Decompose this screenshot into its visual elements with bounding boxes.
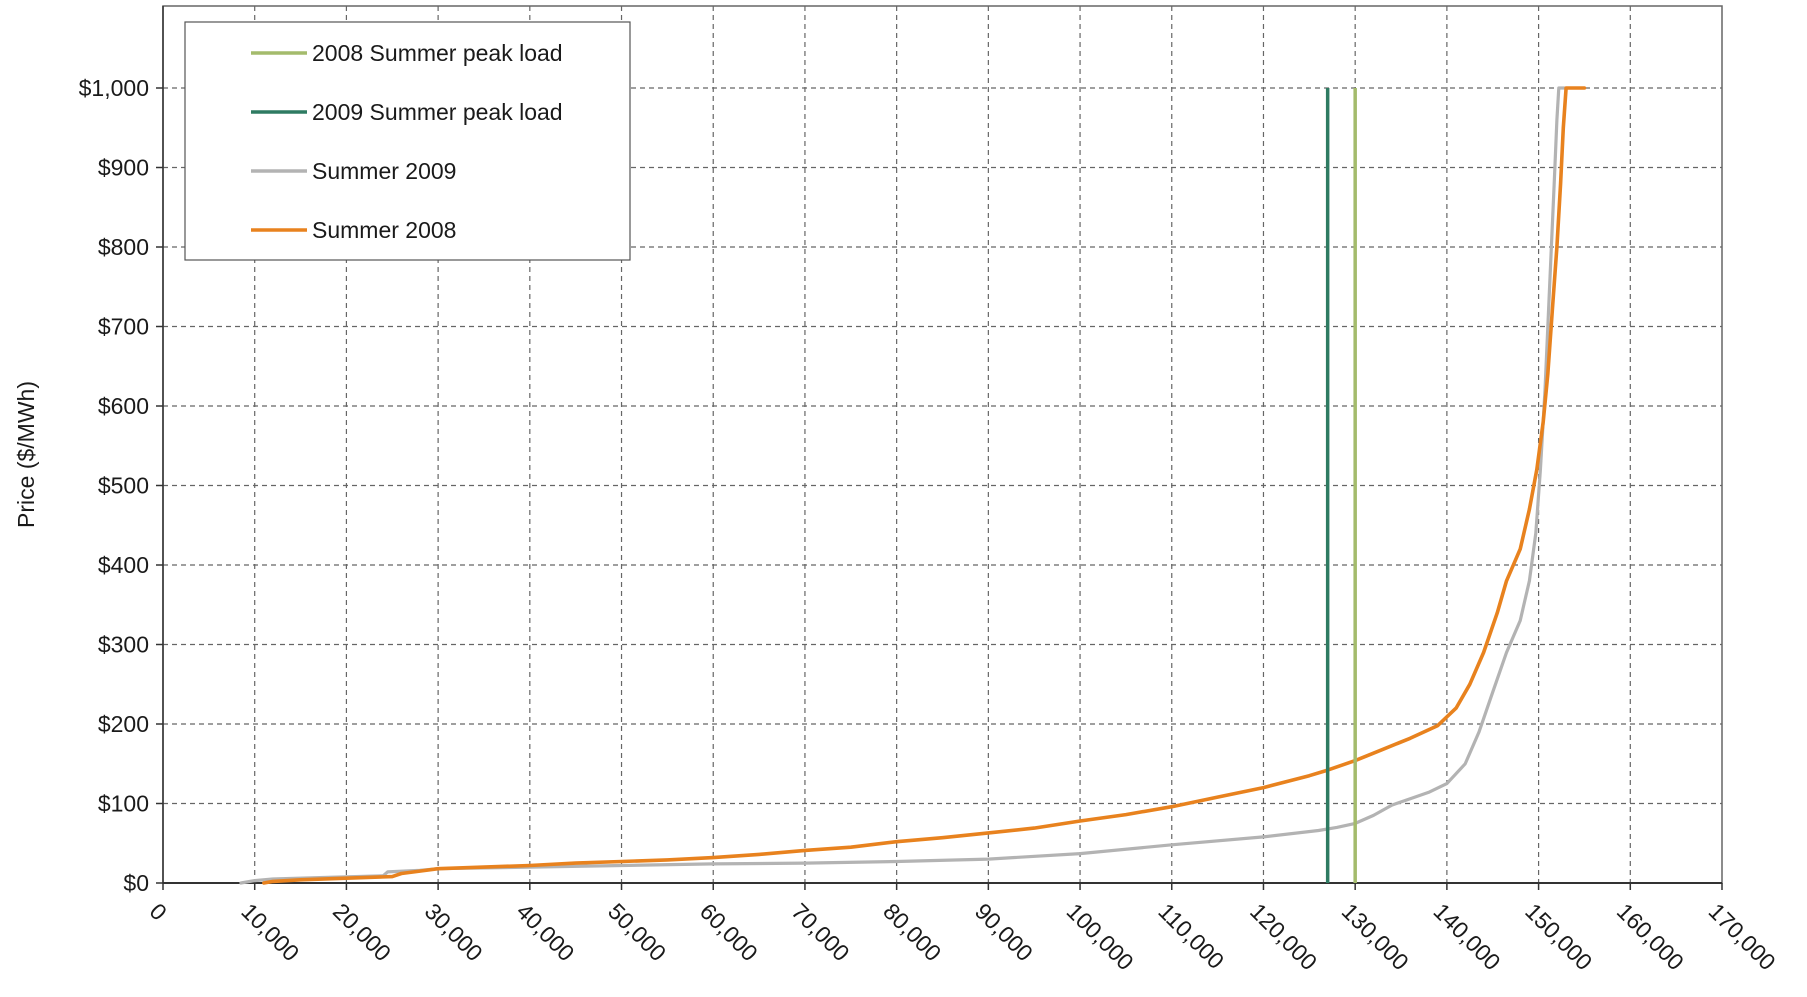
legend-label: Summer 2009 xyxy=(312,158,456,184)
y-tick-label: $400 xyxy=(98,552,149,578)
x-tick-label: 50,000 xyxy=(603,898,671,966)
x-tick-label: 120,000 xyxy=(1245,898,1322,975)
y-tick-label: $500 xyxy=(98,473,149,499)
y-tick-labels: $0 $100 $200 $300 $400 $500 $600 $700 $800 $900 $1… xyxy=(79,75,149,896)
x-tick-label: 20,000 xyxy=(328,898,396,966)
y-tick-label: $800 xyxy=(98,234,149,260)
x-tick-label: 0 xyxy=(145,898,172,925)
legend-label: Summer 2008 xyxy=(312,217,456,243)
x-tick-label: 10,000 xyxy=(236,898,304,966)
y-tick-label: $1,000 xyxy=(79,75,149,101)
y-tick-label: $600 xyxy=(98,393,149,419)
legend-box xyxy=(184,21,631,261)
x-tick-label: 30,000 xyxy=(420,898,488,966)
x-tick-label: 100,000 xyxy=(1062,898,1139,975)
x-tick-label: 80,000 xyxy=(878,898,946,966)
y-tick-label: $900 xyxy=(98,155,149,181)
x-tick-label: 40,000 xyxy=(511,898,579,966)
y-axis-label: Price ($/MWh) xyxy=(13,381,39,528)
x-tick-label: 170,000 xyxy=(1704,898,1781,975)
x-tick-labels: 0 10,000 20,000 30,000 40,000 50,000 60,000 70,… xyxy=(145,898,1781,975)
x-tick-label: 160,000 xyxy=(1612,898,1689,975)
x-tick-label: 60,000 xyxy=(695,898,763,966)
legend-items: 2008 Summer peak load 2009 Summer peak lo… xyxy=(251,40,563,243)
y-tick-label: $200 xyxy=(98,711,149,737)
x-tick-label: 130,000 xyxy=(1337,898,1414,975)
legend: 2008 Summer peak load 2009 Summer peak lo… xyxy=(184,21,631,261)
x-tick-label: 140,000 xyxy=(1428,898,1505,975)
y-tick-label: $0 xyxy=(123,870,149,896)
series-line xyxy=(262,86,1587,885)
x-tick-label: 70,000 xyxy=(787,898,855,966)
x-tick-label: 90,000 xyxy=(970,898,1038,966)
x-tick-label: 150,000 xyxy=(1520,898,1597,975)
series-lines xyxy=(239,86,1587,885)
y-tick-label: $100 xyxy=(98,791,149,817)
x-tick-label: 110,000 xyxy=(1153,898,1229,974)
y-tick-label: $300 xyxy=(98,632,149,658)
legend-label: 2008 Summer peak load xyxy=(312,40,563,66)
y-tick-label: $700 xyxy=(98,314,149,340)
legend-label: 2009 Summer peak load xyxy=(312,99,563,125)
